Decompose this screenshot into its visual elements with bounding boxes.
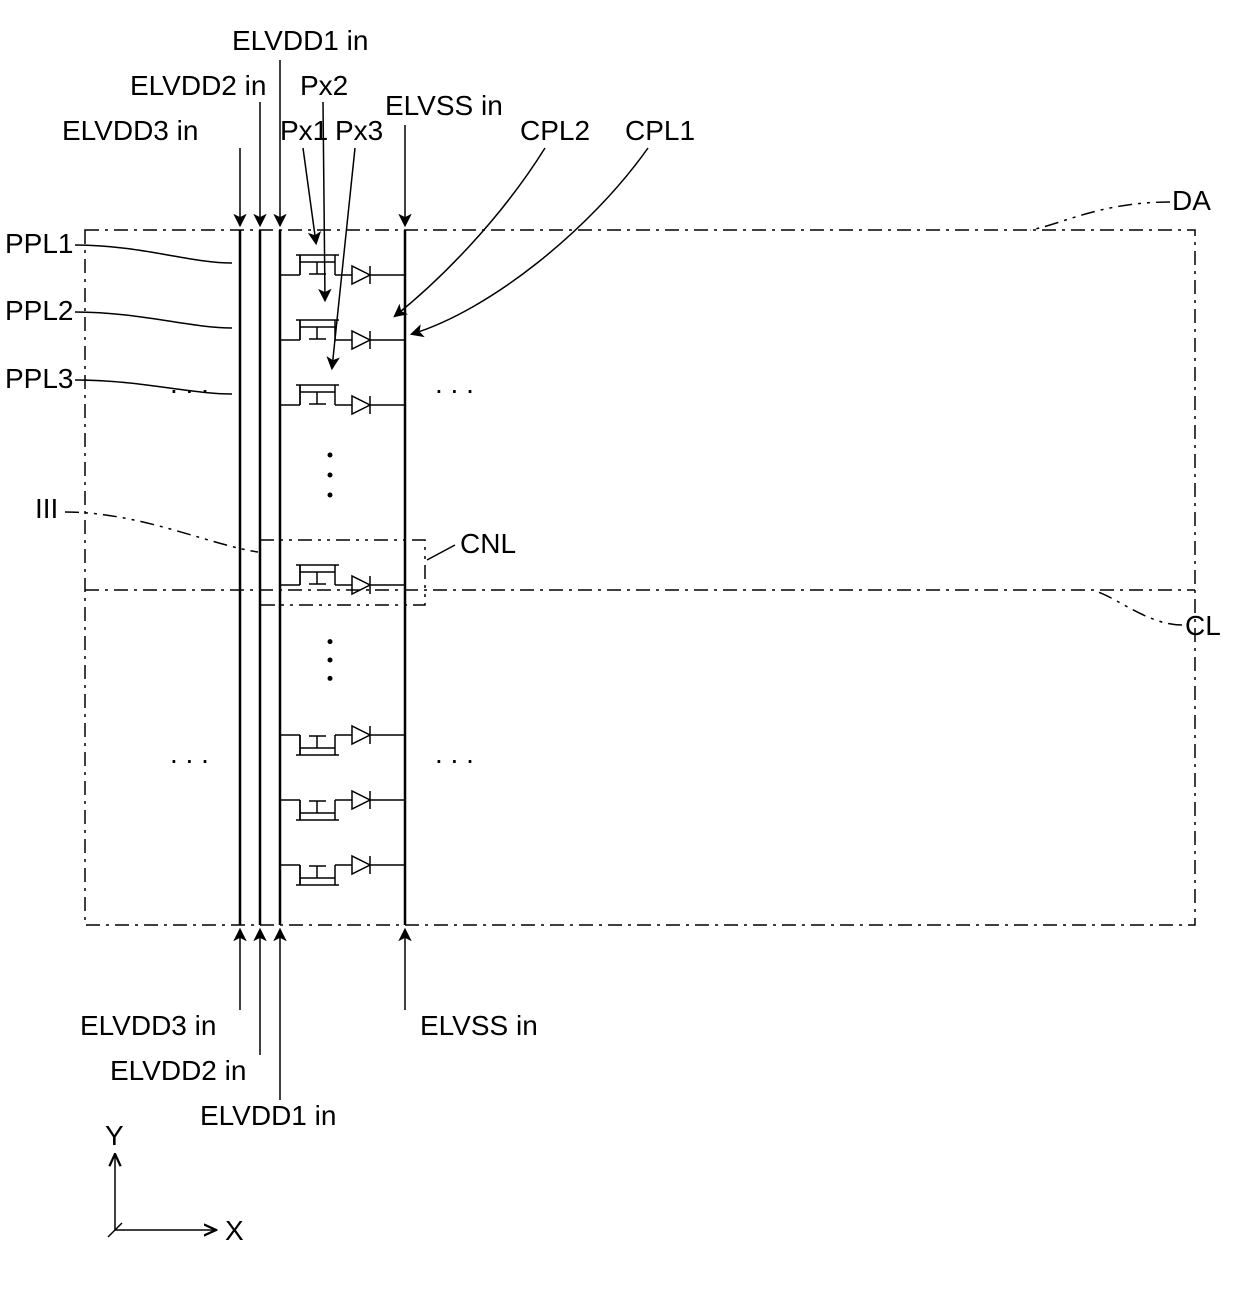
leader-px1 — [303, 148, 316, 243]
leader-iii — [65, 512, 258, 552]
label-ppl2: PPL2 — [5, 295, 74, 326]
region-iii-box — [260, 540, 425, 605]
axis-y-label: Y — [105, 1120, 124, 1151]
leader-cpl1 — [412, 148, 648, 334]
label-iii: III — [35, 493, 58, 524]
pixel-unit — [280, 791, 405, 820]
dots-right-top: . . . — [435, 368, 474, 399]
axis-x-label: X — [225, 1215, 244, 1246]
label-cpl2: CPL2 — [520, 115, 590, 146]
label-px2: Px2 — [300, 70, 348, 101]
label-cpl1: CPL1 — [625, 115, 695, 146]
circuit-diagram: . . . . . . . . . . . . ELVDD1 in ELVDD2… — [0, 0, 1240, 1301]
pixel-unit — [280, 385, 405, 414]
leader-ppl1 — [75, 245, 232, 263]
leader-da — [1030, 202, 1170, 230]
dots-right-bot: . . . — [435, 738, 474, 769]
dots-left-bot: . . . — [170, 738, 209, 769]
pixel-column — [280, 255, 405, 885]
label-px1: Px1 — [280, 115, 328, 146]
label-elvss-bot: ELVSS in — [420, 1010, 538, 1041]
label-elvdd3-bot: ELVDD3 in — [80, 1010, 216, 1041]
leader-ppl2 — [75, 312, 232, 328]
label-cnl: CNL — [460, 528, 516, 559]
label-elvdd1-top: ELVDD1 in — [232, 25, 368, 56]
da-boundary — [85, 230, 1195, 925]
label-elvdd2-bot: ELVDD2 in — [110, 1055, 246, 1086]
axes: Y X — [105, 1120, 244, 1246]
dots-left-top: . . . — [170, 368, 209, 399]
pixel-unit — [280, 320, 405, 349]
pixel-unit — [280, 726, 405, 755]
label-elvdd3-top: ELVDD3 in — [62, 115, 198, 146]
leader-cl — [1098, 592, 1182, 625]
label-elvdd2-top: ELVDD2 in — [130, 70, 266, 101]
pixel-unit — [280, 856, 405, 885]
label-elvdd1-bot: ELVDD1 in — [200, 1100, 336, 1131]
label-ppl3: PPL3 — [5, 363, 74, 394]
leader-cnl — [427, 545, 455, 560]
label-px3: Px3 — [335, 115, 383, 146]
label-elvss-top: ELVSS in — [385, 90, 503, 121]
leader-cpl2 — [395, 148, 545, 316]
label-da: DA — [1172, 185, 1211, 216]
label-ppl1: PPL1 — [5, 228, 74, 259]
vertical-ellipsis-group — [328, 453, 333, 681]
label-cl: CL — [1185, 610, 1221, 641]
